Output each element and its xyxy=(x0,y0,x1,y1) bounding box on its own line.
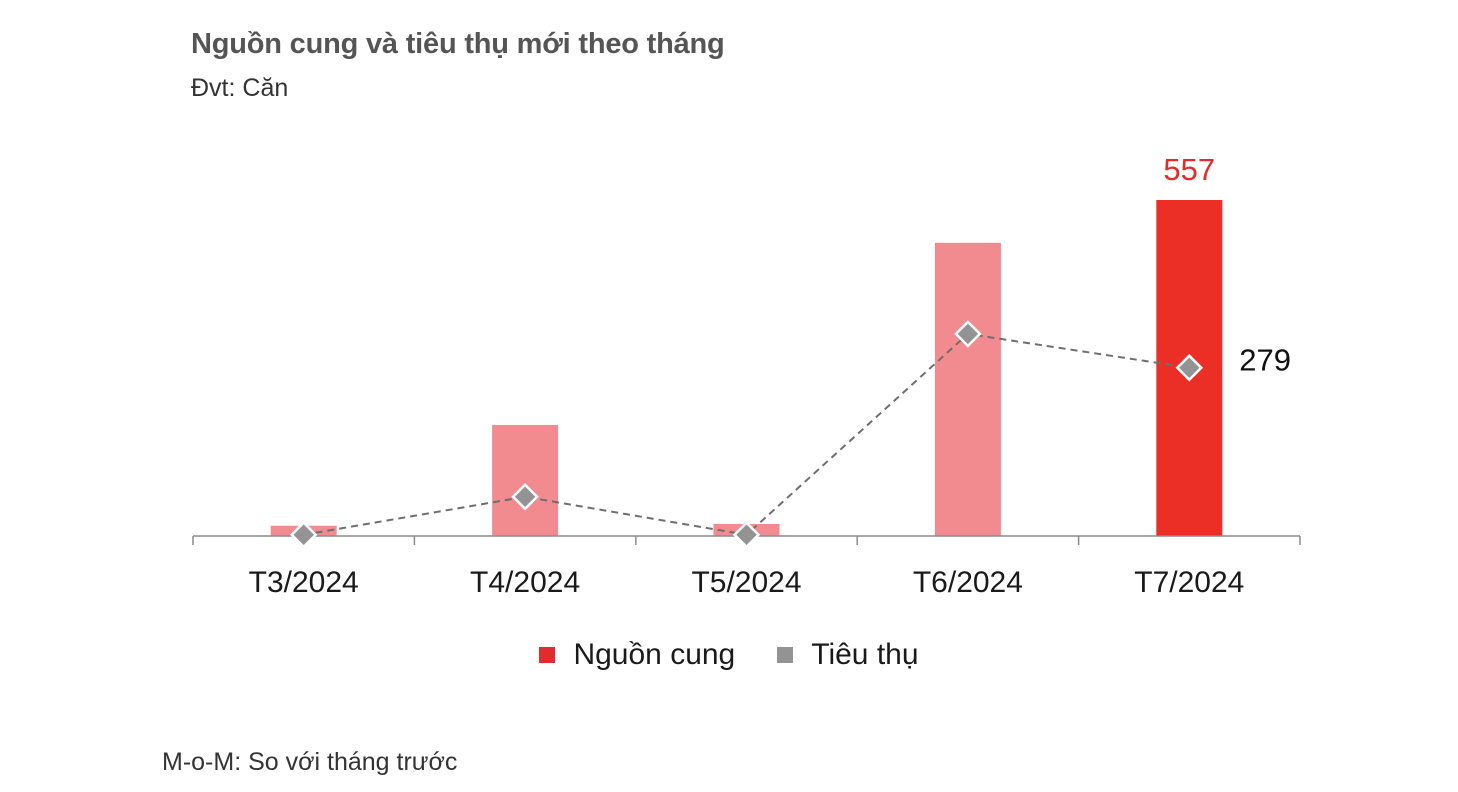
footnote: M-o-M: So với tháng trước xyxy=(162,748,458,776)
consumption-value-label: 279 xyxy=(1239,343,1291,378)
chart-unit: Đvt: Căn xyxy=(191,74,289,102)
legend: Nguồn cung Tiêu thụ xyxy=(0,638,1458,672)
legend-item-consumption: Tiêu thụ xyxy=(777,638,919,672)
legend-label-consumption: Tiêu thụ xyxy=(811,638,919,671)
legend-swatch-supply-icon xyxy=(539,647,556,663)
consumption-marker-diamond-icon xyxy=(732,521,761,549)
supply-value-label: 557 xyxy=(1163,152,1215,187)
data-labels: 557 279 xyxy=(1163,152,1291,378)
legend-label-supply: Nguồn cung xyxy=(573,638,736,671)
legend-swatch-consumption-icon xyxy=(777,647,794,663)
consumption-marker-diamond-icon xyxy=(511,483,539,511)
legend-item-supply: Nguồn cung xyxy=(539,638,735,672)
consumption-marker-diamond-icon xyxy=(954,320,982,348)
x-tick-label: T6/2024 xyxy=(913,566,1023,599)
supply-bar-T6/2024 xyxy=(934,242,1001,536)
x-tick-label: T4/2024 xyxy=(470,566,580,599)
consumption-line xyxy=(289,320,1204,549)
supply-bars xyxy=(270,200,1223,536)
x-tick-label: T5/2024 xyxy=(691,566,801,599)
supply-bar-T4/2024 xyxy=(492,425,559,536)
consumption-marker-diamond-icon xyxy=(1175,353,1204,382)
x-tick-label: T7/2024 xyxy=(1134,566,1244,599)
consumption-marker-diamond-icon xyxy=(289,521,318,549)
chart-title: Nguồn cung và tiêu thụ mới theo tháng xyxy=(191,28,725,60)
chart-plot: 557 279 T3/2024 T4/2024 T5/2024 T6/2024 T7/20… xyxy=(192,152,1301,599)
x-axis-tick-labels: T3/2024 T4/2024 T5/2024 T6/2024 T7/2024 xyxy=(249,566,1245,599)
x-tick-label: T3/2024 xyxy=(249,566,359,599)
